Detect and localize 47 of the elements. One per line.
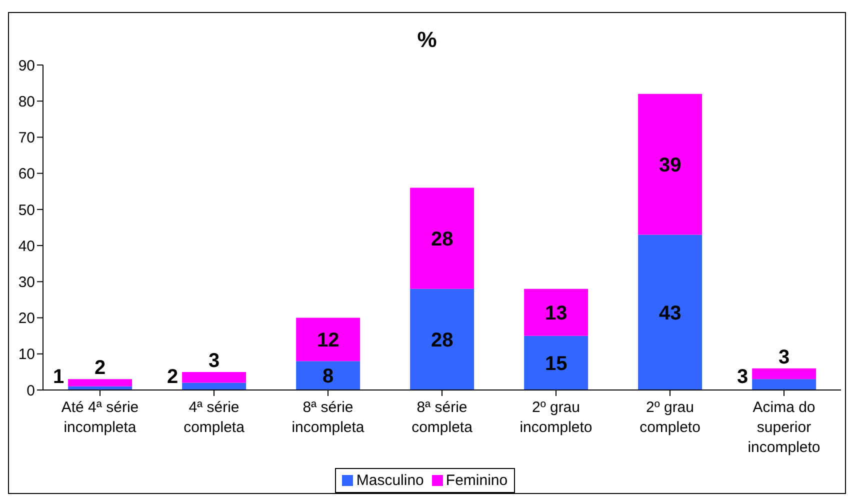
bar — [752, 368, 816, 380]
data-label: 13 — [544, 302, 568, 324]
x-tick-label: 8ª série incompleta — [292, 399, 365, 436]
bar — [410, 288, 474, 390]
bar — [182, 382, 246, 390]
data-label: 1 — [52, 366, 64, 388]
y-tick-label: 70 — [18, 130, 35, 147]
data-label: 3 — [778, 346, 790, 368]
x-tick-label: 2º grau completo — [640, 399, 700, 436]
data-label: 15 — [544, 352, 568, 375]
x-tick-label: 4ª série completa — [184, 399, 246, 436]
data-label: 3 — [208, 350, 220, 372]
y-tick-label: 10 — [18, 346, 35, 364]
x-tick-label: Acima do superior incompleto — [748, 399, 820, 456]
bar — [410, 188, 474, 289]
y-tick-label: 80 — [18, 93, 35, 110]
data-label: 8 — [322, 366, 334, 388]
chart-title: % — [416, 26, 438, 54]
legend-label: Feminino — [444, 472, 508, 489]
bar — [524, 336, 588, 390]
bar — [752, 379, 816, 390]
bar — [296, 318, 360, 362]
x-tick-label: 2º grau incompleto — [520, 399, 592, 436]
data-label: 2 — [94, 357, 106, 380]
x-tick-label: 8ª série completa — [412, 399, 474, 436]
bar — [182, 372, 246, 383]
data-label: 28 — [430, 228, 454, 250]
data-label: 3 — [736, 366, 748, 388]
data-label: 43 — [658, 302, 682, 324]
data-label: 12 — [316, 329, 340, 352]
y-tick-label: 30 — [18, 274, 35, 291]
y-tick-label: 60 — [18, 166, 35, 183]
bar — [638, 94, 702, 235]
bar — [68, 379, 132, 386]
data-label: 2 — [166, 366, 178, 388]
y-tick-label: 40 — [18, 238, 35, 255]
y-tick-label: 0 — [26, 382, 35, 400]
data-label: 39 — [658, 154, 682, 176]
data-label: 28 — [430, 329, 454, 352]
bar — [296, 361, 360, 390]
y-tick-label: 90 — [18, 57, 35, 74]
bar — [524, 288, 588, 336]
legend-label: Masculino — [355, 472, 424, 489]
y-tick-label: 50 — [18, 202, 35, 219]
bar — [638, 234, 702, 390]
y-tick-label: 20 — [18, 310, 35, 328]
x-tick-label: Até 4ª série incompleta — [61, 399, 139, 436]
